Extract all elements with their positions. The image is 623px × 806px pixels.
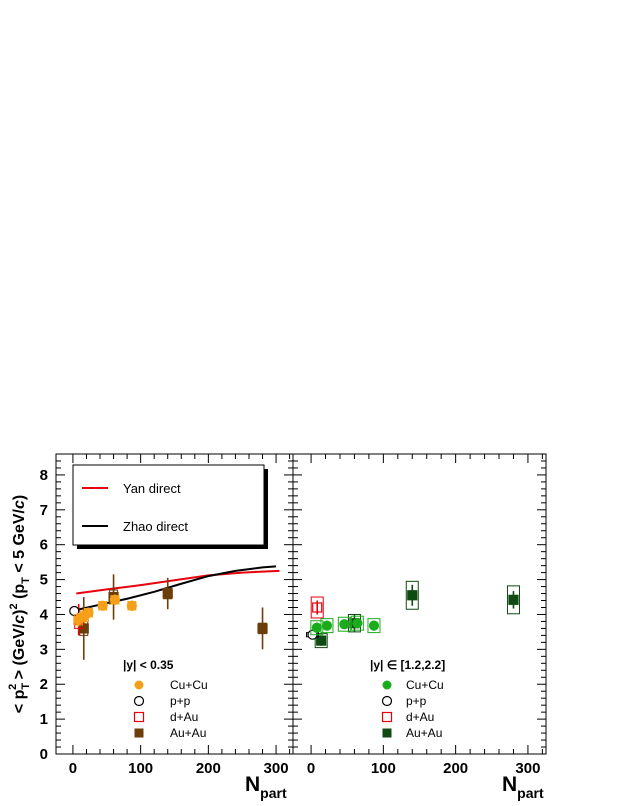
x-tick-label: 200 <box>443 760 468 777</box>
right-legend-auau: Au+Au <box>406 726 442 740</box>
point-cucu <box>97 600 108 611</box>
point-cucu <box>321 620 333 631</box>
sys-box-cucu <box>320 618 334 634</box>
left-x-axis-title: Npart <box>245 773 287 801</box>
left-legend-dau-marker <box>133 711 145 723</box>
theory-line-zhao-direct <box>74 565 277 612</box>
left-legend-auau-marker <box>134 728 144 738</box>
right-panel-frame <box>292 453 547 755</box>
point-auau <box>162 588 173 599</box>
point-cucu <box>126 600 137 611</box>
right-legend-auau-marker <box>382 728 392 738</box>
x-tick-label: 100 <box>371 760 396 777</box>
right-legend-cucu: Cu+Cu <box>406 678 444 692</box>
x-tick-label: 200 <box>196 760 221 777</box>
left-rapidity-label: |y| < 0.35 <box>123 658 174 672</box>
right-marker-legend: |y| ∈ [1.2,2.2] Cu+Cu p+p d+Au Au+Au <box>370 658 445 740</box>
right-legend-pp: p+p <box>406 694 427 708</box>
y-tick-label: 4 <box>40 606 49 623</box>
theory-curves <box>74 565 280 612</box>
y-tick-label: 7 <box>40 502 48 519</box>
left-data-points <box>69 574 268 660</box>
line-legend-box <box>72 464 265 546</box>
right-x-axis-title: Npart <box>502 773 544 801</box>
sys-box-auau <box>314 633 328 649</box>
point-dau <box>312 602 323 613</box>
point-cucu <box>352 618 363 629</box>
left-legend-pp-marker <box>133 695 145 707</box>
sys-box-cucu <box>337 616 351 632</box>
point-cucu <box>311 622 322 633</box>
right-rapidity-label: |y| ∈ [1.2,2.2] <box>370 658 445 672</box>
left-legend-auau: Au+Au <box>170 726 206 740</box>
left-legend-cucu: Cu+Cu <box>170 678 208 692</box>
y-tick-label: 2 <box>40 676 48 693</box>
point-auau <box>508 594 519 605</box>
right-legend-dau: d+Au <box>406 710 434 724</box>
left-axis-ticks: 0 100 200 300 0 1 2 3 4 5 6 7 8 <box>40 453 293 777</box>
legend-label-zhao: Zhao direct <box>123 519 188 534</box>
right-data-points <box>306 580 520 649</box>
y-tick-label: 1 <box>40 711 48 728</box>
sys-box-cucu <box>367 618 381 634</box>
left-legend-cucu-marker <box>134 680 144 690</box>
point-cucu <box>368 620 380 631</box>
sys-box-auau <box>405 580 419 610</box>
y-tick-label: 5 <box>40 572 48 589</box>
y-tick-label: 3 <box>40 641 48 658</box>
right-axis-ticks: 0 100 200 300 <box>293 453 546 777</box>
left-legend-pp: p+p <box>170 694 191 708</box>
x-tick-label: 0 <box>307 760 315 777</box>
point-auau <box>407 590 418 601</box>
left-marker-legend: |y| < 0.35 Cu+Cu p+p d+Au Au+Au <box>123 658 208 740</box>
sys-box-cucu <box>350 615 364 631</box>
point-cucu <box>109 594 121 605</box>
legend-label-yan: Yan direct <box>123 481 181 496</box>
x-tick-label: 300 <box>264 760 289 777</box>
sys-box-dau <box>310 596 324 619</box>
right-legend-dau-marker <box>381 711 393 723</box>
point-cucu <box>339 619 350 630</box>
left-legend-dau: d+Au <box>170 710 198 724</box>
y-tick-label: 0 <box>40 746 48 763</box>
y-axis-title: < pT2 > (GeV/c)2 (pT < 5 GeV/c) <box>7 495 32 713</box>
sys-box-auau <box>506 585 520 615</box>
point-auau <box>316 635 327 646</box>
y-tick-label: 8 <box>40 467 48 484</box>
point-cucu <box>83 607 94 618</box>
right-legend-cucu-marker <box>382 680 392 690</box>
right-legend-pp-marker <box>381 695 393 707</box>
point-auau <box>257 623 268 634</box>
x-tick-label: 0 <box>69 760 77 777</box>
y-tick-label: 6 <box>40 537 48 554</box>
theory-line-yan-direct <box>76 569 280 595</box>
x-tick-label: 300 <box>515 760 540 777</box>
x-tick-label: 100 <box>128 760 153 777</box>
line-legend: Yan direct Zhao direct <box>72 464 268 549</box>
